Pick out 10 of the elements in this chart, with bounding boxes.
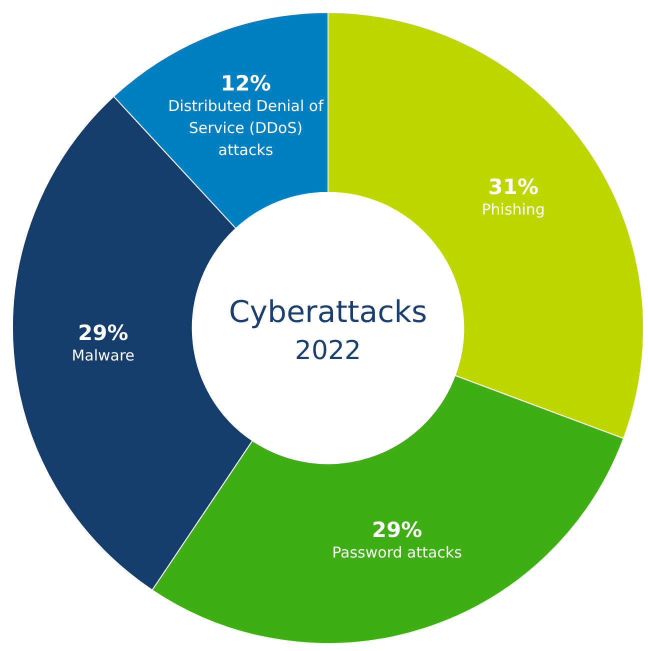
data-label: 31% [488,174,538,199]
text: Cyberattacks [228,294,428,330]
slice-label: Distributed Denial of Service (DDoS) attacks [168,96,324,159]
data-label: 29% [78,320,128,345]
data-label: 29% [372,518,422,542]
slice-label: Password attacks [332,544,462,562]
data-label: 12% [220,71,271,96]
slice-label: Phishing [482,200,545,218]
text: 2022 [294,336,362,366]
slice-label: Malware [72,346,135,364]
